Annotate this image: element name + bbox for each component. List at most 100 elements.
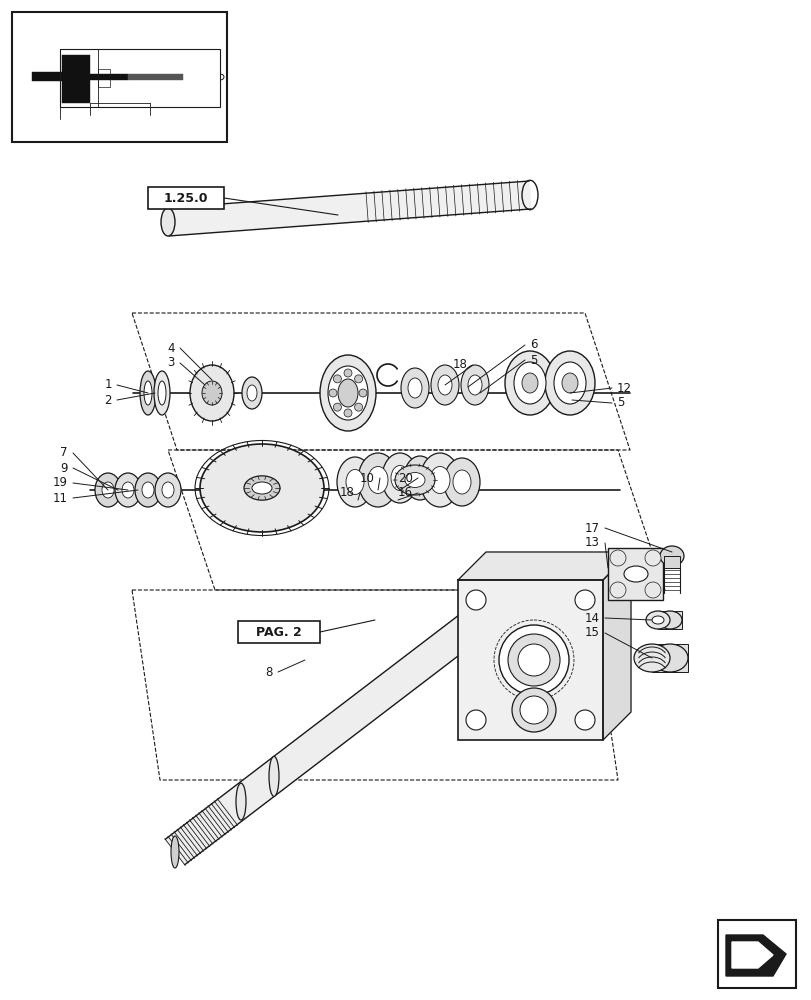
Ellipse shape bbox=[381, 453, 418, 503]
Ellipse shape bbox=[337, 457, 372, 507]
Bar bbox=[128, 74, 182, 80]
Bar bbox=[651, 644, 687, 672]
Ellipse shape bbox=[102, 482, 114, 498]
Bar bbox=[148, 187, 224, 209]
Ellipse shape bbox=[122, 482, 134, 498]
Ellipse shape bbox=[142, 482, 154, 498]
Ellipse shape bbox=[139, 371, 156, 415]
Ellipse shape bbox=[504, 351, 554, 415]
Ellipse shape bbox=[431, 365, 458, 405]
Ellipse shape bbox=[236, 783, 246, 820]
Ellipse shape bbox=[404, 456, 436, 500]
Text: 13: 13 bbox=[585, 536, 599, 550]
Circle shape bbox=[574, 710, 594, 730]
Text: 6: 6 bbox=[530, 338, 537, 352]
Text: 14: 14 bbox=[584, 611, 599, 624]
Ellipse shape bbox=[461, 365, 488, 405]
Bar bbox=[90, 74, 128, 80]
Ellipse shape bbox=[162, 482, 174, 498]
Ellipse shape bbox=[135, 473, 161, 507]
Ellipse shape bbox=[623, 566, 647, 582]
Text: PAG. 2: PAG. 2 bbox=[255, 626, 302, 639]
Circle shape bbox=[328, 389, 337, 397]
Ellipse shape bbox=[115, 473, 141, 507]
Circle shape bbox=[512, 688, 556, 732]
Text: 8: 8 bbox=[265, 666, 272, 678]
Ellipse shape bbox=[154, 371, 169, 415]
Ellipse shape bbox=[513, 362, 545, 404]
Polygon shape bbox=[165, 587, 514, 865]
Text: 7: 7 bbox=[61, 446, 68, 460]
Circle shape bbox=[644, 550, 660, 566]
Ellipse shape bbox=[251, 482, 272, 494]
Text: 5: 5 bbox=[530, 354, 537, 366]
Ellipse shape bbox=[345, 470, 363, 494]
Circle shape bbox=[574, 590, 594, 610]
Ellipse shape bbox=[268, 756, 279, 796]
Bar bbox=[663, 556, 679, 568]
Polygon shape bbox=[603, 552, 630, 740]
Ellipse shape bbox=[328, 366, 367, 420]
Ellipse shape bbox=[657, 611, 681, 629]
Bar bbox=[32, 72, 70, 81]
Polygon shape bbox=[731, 942, 772, 968]
Ellipse shape bbox=[633, 644, 669, 672]
Ellipse shape bbox=[247, 385, 257, 401]
Ellipse shape bbox=[171, 836, 178, 868]
Circle shape bbox=[354, 403, 363, 411]
Circle shape bbox=[519, 696, 547, 724]
Ellipse shape bbox=[320, 355, 375, 431]
Bar bbox=[457, 580, 603, 740]
Bar bbox=[607, 548, 663, 600]
Ellipse shape bbox=[155, 473, 181, 507]
Circle shape bbox=[358, 389, 367, 397]
Ellipse shape bbox=[358, 453, 397, 507]
Circle shape bbox=[499, 625, 569, 695]
Polygon shape bbox=[167, 181, 530, 236]
Text: 20: 20 bbox=[397, 472, 413, 485]
Bar bbox=[717, 920, 795, 988]
Ellipse shape bbox=[437, 375, 452, 395]
Text: 2: 2 bbox=[105, 393, 112, 406]
Ellipse shape bbox=[202, 381, 221, 405]
Ellipse shape bbox=[467, 375, 482, 395]
Bar bbox=[238, 621, 320, 643]
Ellipse shape bbox=[444, 458, 479, 506]
Circle shape bbox=[333, 375, 341, 383]
Text: 17: 17 bbox=[584, 522, 599, 534]
Ellipse shape bbox=[407, 378, 422, 398]
Bar bbox=[60, 49, 98, 107]
Circle shape bbox=[354, 375, 363, 383]
Text: 9: 9 bbox=[61, 462, 68, 475]
Text: 18: 18 bbox=[340, 487, 354, 499]
Ellipse shape bbox=[200, 444, 324, 532]
Circle shape bbox=[344, 409, 351, 417]
Text: 1: 1 bbox=[105, 378, 112, 391]
Ellipse shape bbox=[161, 208, 175, 236]
Bar bbox=[98, 69, 109, 87]
Text: 12: 12 bbox=[616, 381, 631, 394]
Circle shape bbox=[517, 644, 549, 676]
Ellipse shape bbox=[553, 362, 586, 404]
Circle shape bbox=[644, 582, 660, 598]
Text: 19: 19 bbox=[53, 477, 68, 489]
Ellipse shape bbox=[190, 365, 234, 421]
Ellipse shape bbox=[561, 373, 577, 393]
Ellipse shape bbox=[544, 351, 594, 415]
Text: 10: 10 bbox=[360, 472, 375, 485]
Circle shape bbox=[609, 550, 625, 566]
Circle shape bbox=[466, 710, 486, 730]
Bar bbox=[60, 49, 220, 107]
Ellipse shape bbox=[411, 467, 427, 489]
Ellipse shape bbox=[646, 611, 669, 629]
Text: 15: 15 bbox=[585, 626, 599, 640]
Ellipse shape bbox=[453, 470, 470, 494]
Polygon shape bbox=[457, 552, 630, 580]
Text: 11: 11 bbox=[53, 491, 68, 504]
Ellipse shape bbox=[394, 465, 435, 495]
Ellipse shape bbox=[158, 381, 165, 405]
Text: 16: 16 bbox=[397, 487, 413, 499]
Ellipse shape bbox=[401, 368, 428, 408]
Ellipse shape bbox=[419, 453, 460, 507]
Circle shape bbox=[508, 634, 560, 686]
